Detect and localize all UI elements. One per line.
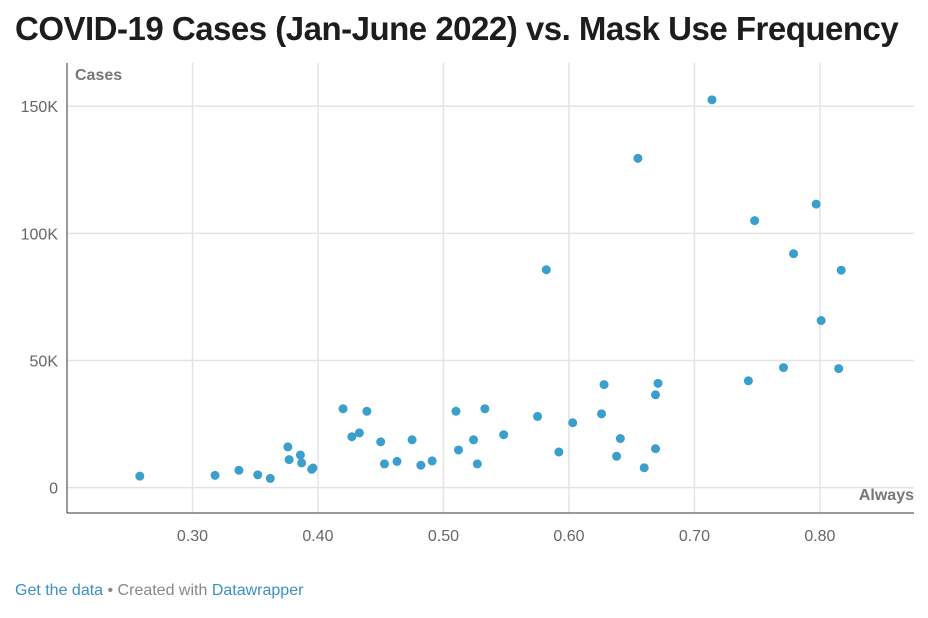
data-point[interactable] — [362, 406, 372, 416]
footer-separator: • Created with — [103, 582, 212, 599]
data-point[interactable] — [707, 95, 717, 105]
data-point[interactable] — [639, 463, 649, 473]
data-point[interactable] — [376, 437, 386, 447]
data-point[interactable] — [469, 435, 479, 445]
y-tick-label: 100K — [21, 226, 59, 243]
data-point[interactable] — [651, 390, 661, 400]
data-point[interactable] — [811, 199, 821, 209]
x-tick-label: 0.70 — [679, 528, 710, 545]
grid — [67, 63, 914, 513]
data-point[interactable] — [284, 455, 294, 465]
footer: Get the data • Created with Datawrapper — [15, 582, 303, 600]
chart-title: COVID-19 Cases (Jan-June 2022) vs. Mask … — [15, 10, 899, 47]
data-point[interactable] — [612, 451, 622, 461]
y-tick-label: 0 — [49, 481, 58, 498]
y-axis-label: Cases — [75, 67, 122, 84]
data-point[interactable] — [651, 444, 661, 454]
x-tick-label: 0.80 — [804, 528, 835, 545]
data-point[interactable] — [234, 465, 244, 475]
data-point[interactable] — [472, 459, 482, 469]
data-point[interactable] — [499, 430, 509, 440]
data-point[interactable] — [347, 432, 357, 442]
data-point[interactable] — [750, 216, 760, 226]
data-point[interactable] — [554, 447, 564, 457]
data-point[interactable] — [533, 411, 543, 421]
data-point[interactable] — [379, 459, 389, 469]
data-point[interactable] — [568, 418, 578, 428]
datawrapper-link[interactable]: Datawrapper — [211, 582, 304, 599]
data-point[interactable] — [338, 404, 348, 414]
data-point[interactable] — [541, 265, 551, 275]
axes: 0.30 0.40 0.50 0.60 0.70 0.80 0 50K 100K 150K — [21, 63, 914, 545]
data-point[interactable] — [597, 409, 607, 419]
data-point[interactable] — [778, 363, 788, 373]
data-point[interactable] — [416, 460, 426, 470]
data-point[interactable] — [653, 378, 663, 388]
data-point[interactable] — [283, 442, 293, 452]
data-point[interactable] — [297, 458, 307, 468]
data-point[interactable] — [633, 153, 643, 163]
data-point[interactable] — [354, 428, 364, 438]
data-point[interactable] — [789, 249, 799, 259]
data-point[interactable] — [392, 456, 402, 466]
data-point[interactable] — [265, 473, 275, 483]
data-point[interactable] — [210, 470, 220, 480]
data-point[interactable] — [816, 316, 826, 326]
y-tick-label: 50K — [30, 353, 59, 370]
data-point[interactable] — [308, 463, 318, 473]
data-point[interactable] — [135, 471, 145, 481]
x-tick-label: 0.40 — [302, 528, 333, 545]
data-point[interactable] — [427, 456, 437, 466]
axis-labels: Cases Always — [75, 67, 914, 504]
data-point[interactable] — [480, 404, 490, 414]
data-point[interactable] — [743, 376, 753, 386]
data-point[interactable] — [615, 434, 625, 444]
data-points — [135, 95, 846, 483]
y-tick-label: 150K — [21, 99, 59, 116]
data-point[interactable] — [451, 406, 461, 416]
data-point[interactable] — [295, 450, 305, 460]
x-tick-label: 0.50 — [428, 528, 459, 545]
x-axis-label: Always — [859, 487, 914, 504]
data-point[interactable] — [834, 364, 844, 374]
data-point[interactable] — [454, 445, 464, 455]
data-point[interactable] — [253, 470, 263, 480]
data-point[interactable] — [599, 380, 609, 390]
x-tick-label: 0.60 — [553, 528, 584, 545]
x-tick-label: 0.30 — [177, 528, 208, 545]
data-point[interactable] — [407, 435, 417, 445]
get-the-data-link[interactable]: Get the data — [15, 582, 104, 599]
data-point[interactable] — [836, 265, 846, 275]
